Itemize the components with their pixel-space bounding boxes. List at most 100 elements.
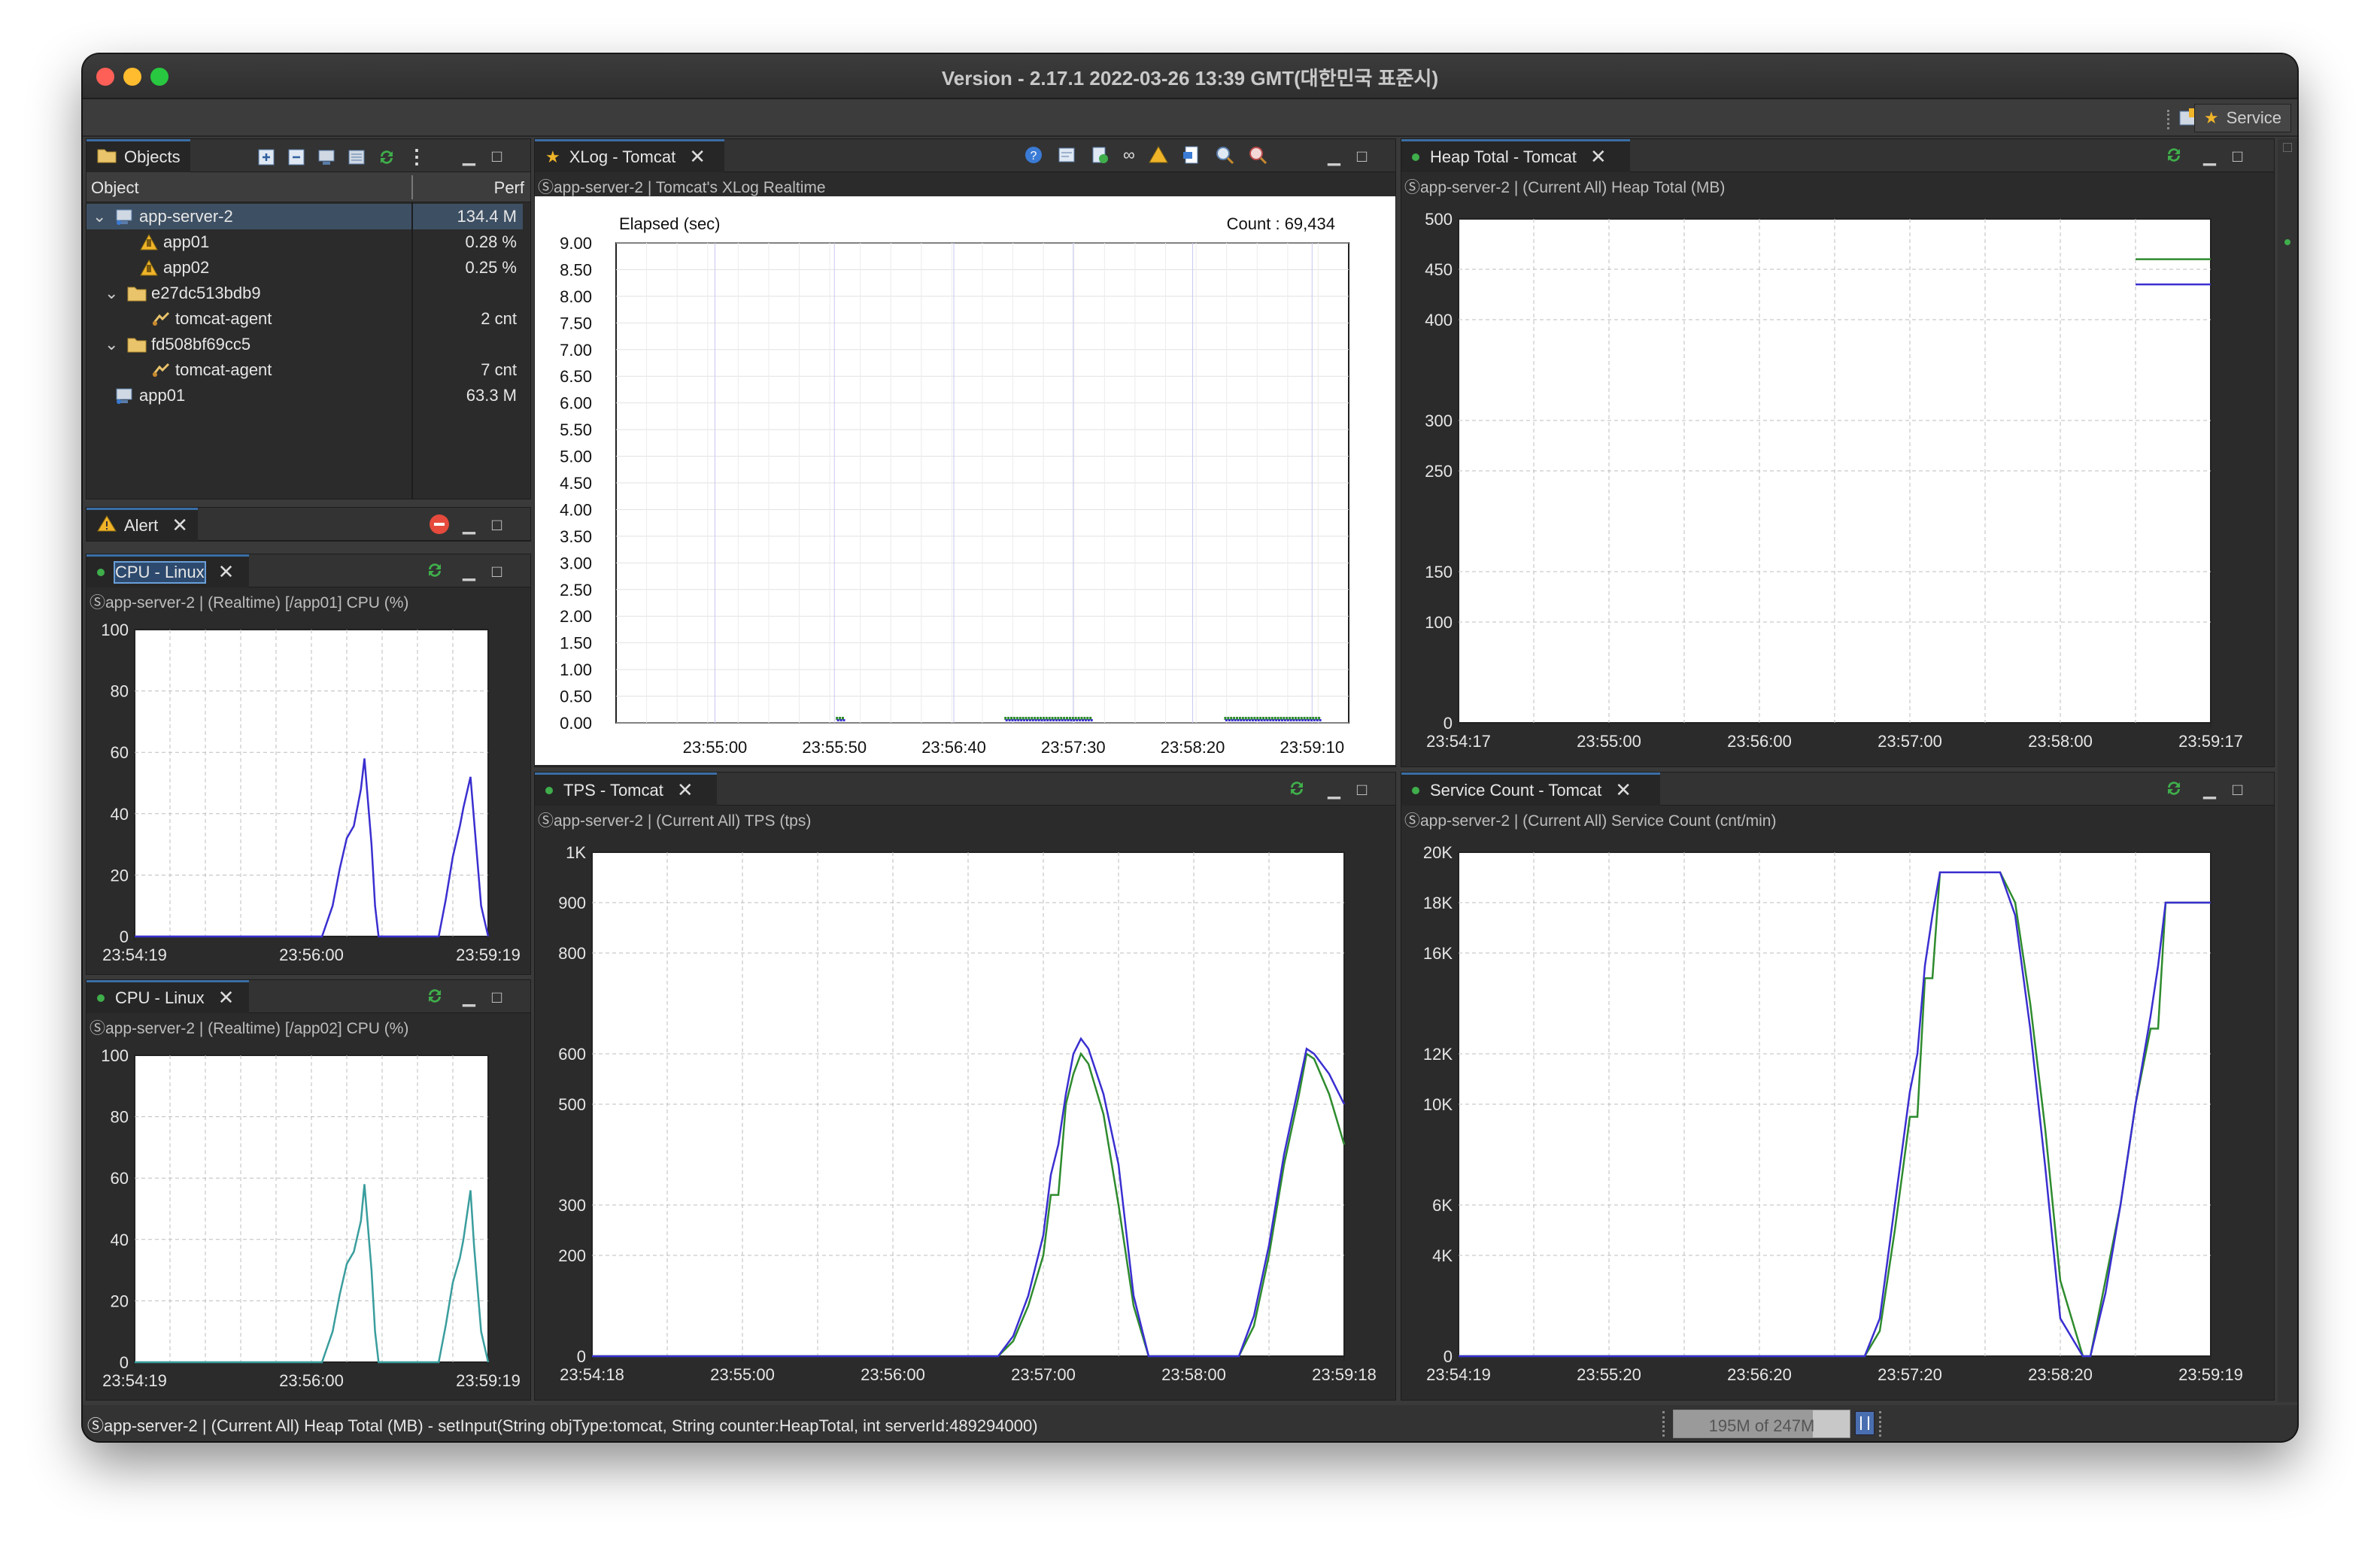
load-icon[interactable] <box>1090 145 1110 165</box>
close-tab-icon[interactable]: ✕ <box>217 560 235 583</box>
warning-icon[interactable] <box>1148 145 1168 165</box>
minimize-icon[interactable]: ▁ <box>2203 147 2216 165</box>
close-tab-icon[interactable]: ✕ <box>689 145 706 168</box>
minimize-icon[interactable]: ▁ <box>1328 147 1340 165</box>
tab-tps-tomcat[interactable]: TPS - Tomcat ✕ <box>535 772 717 806</box>
refresh-icon[interactable] <box>377 147 396 167</box>
close-tab-icon[interactable]: ✕ <box>172 514 189 536</box>
tab-cpu-linux-app01[interactable]: CPU - Linux ✕ <box>87 554 249 587</box>
y-tick-label: 40 <box>111 805 129 824</box>
expand-all-icon[interactable] <box>257 147 276 167</box>
document-icon[interactable] <box>1182 145 1201 165</box>
expand-arrow-icon[interactable]: ⌄ <box>105 335 119 354</box>
tab-heap-total-tomcat[interactable]: Heap Total - Tomcat ✕ <box>1401 139 1630 172</box>
refresh-icon[interactable] <box>2164 145 2184 165</box>
zoom-in-icon[interactable] <box>1215 145 1234 165</box>
tree-row[interactable]: ⌄ app-server-2 134.4 M <box>87 204 523 229</box>
tree-row[interactable]: app02 0.25 % <box>87 255 523 281</box>
restore-icon[interactable] <box>2283 143 2292 152</box>
maximize-icon[interactable]: □ <box>2232 780 2243 799</box>
close-tab-icon[interactable]: ✕ <box>676 779 694 801</box>
tab-alert[interactable]: Alert ✕ <box>87 508 198 541</box>
x-tick-label: 23:54:19 <box>102 945 167 964</box>
xlog-point <box>1318 717 1321 720</box>
tree-row[interactable]: tomcat-agent 7 cnt <box>87 357 523 383</box>
close-tab-icon[interactable]: ✕ <box>217 986 235 1009</box>
xlog-point <box>1028 717 1031 720</box>
zoom-window-button[interactable] <box>150 68 168 86</box>
tree-row[interactable]: app01 63.3 M <box>87 383 523 408</box>
maximize-icon[interactable]: □ <box>1356 147 1368 165</box>
xlog-point <box>1273 717 1277 720</box>
refresh-icon[interactable] <box>2164 779 2184 798</box>
column-divider[interactable] <box>411 175 413 199</box>
clear-alerts-icon[interactable] <box>430 514 449 534</box>
host-icon <box>116 388 132 404</box>
tab-cpu-linux-app02[interactable]: CPU - Linux ✕ <box>87 980 249 1013</box>
y-tick-label: 60 <box>111 743 129 762</box>
status-dot-icon <box>545 786 553 794</box>
tab-service-count-tomcat[interactable]: Service Count - Tomcat ✕ <box>1401 772 1660 806</box>
x-tick-label: 23:59:19 <box>456 945 521 964</box>
tree-row[interactable]: app01 0.28 % <box>87 229 523 255</box>
minimize-icon[interactable]: ▁ <box>463 147 475 165</box>
host-list-icon[interactable] <box>347 147 366 167</box>
refresh-icon[interactable] <box>1287 779 1307 798</box>
x-tick-label: 23:55:50 <box>802 738 867 757</box>
close-tab-icon[interactable]: ✕ <box>1615 779 1632 801</box>
maximize-icon[interactable]: □ <box>1356 780 1368 799</box>
y-tick-label: 0 <box>577 1347 586 1366</box>
xlog-point <box>1241 717 1244 720</box>
tab-objects[interactable]: Objects <box>87 139 190 172</box>
y-tick-label: 4.00 <box>560 500 592 519</box>
column-header-perf[interactable]: Perf <box>493 178 524 197</box>
close-window-button[interactable] <box>96 68 114 86</box>
refresh-icon[interactable] <box>425 560 445 580</box>
garbage-collect-icon[interactable] <box>1855 1411 1875 1435</box>
close-tab-icon[interactable]: ✕ <box>1589 145 1607 168</box>
link-icon[interactable]: ∞ <box>1123 145 1135 164</box>
minimize-icon[interactable]: ▁ <box>2203 780 2216 799</box>
minimize-icon[interactable]: ▁ <box>1328 780 1340 799</box>
xlog-point <box>1079 719 1082 721</box>
x-tick-label: 23:59:19 <box>456 1371 521 1390</box>
collapse-all-icon[interactable] <box>287 147 306 167</box>
view-menu-icon[interactable]: ⋮ <box>407 145 427 168</box>
tree-row[interactable]: ⌄ e27dc513bdb9 <box>87 281 523 306</box>
tree-row[interactable]: tomcat-agent 2 cnt <box>87 306 523 332</box>
tree-row-perf: 134.4 M <box>457 207 518 226</box>
column-header-object[interactable]: Object <box>91 178 139 197</box>
filter-icon[interactable] <box>1057 145 1076 165</box>
xlog-point <box>1023 719 1026 721</box>
expand-arrow-icon[interactable]: ⌄ <box>105 284 119 302</box>
xlog-point <box>1048 717 1051 720</box>
xlog-point <box>1249 719 1252 721</box>
expand-arrow-icon[interactable]: ⌄ <box>93 207 107 226</box>
xlog-point <box>1055 719 1058 721</box>
maximize-icon[interactable]: □ <box>491 515 502 534</box>
minimize-window-button[interactable] <box>123 68 141 86</box>
tree-row[interactable]: ⌄ fd508bf69cc5 <box>87 332 523 357</box>
heap-status-bar[interactable]: 195M of 247M <box>1673 1410 1850 1438</box>
y-tick-label: 3.00 <box>560 554 592 572</box>
refresh-icon[interactable] <box>425 986 445 1006</box>
maximize-icon[interactable]: □ <box>491 988 502 1006</box>
x-tick-label: 23:59:10 <box>1280 738 1344 757</box>
zoom-out-icon[interactable] <box>1248 145 1267 165</box>
y-tick-label: 40 <box>111 1231 129 1249</box>
maximize-icon[interactable]: □ <box>491 147 502 165</box>
status-dot-icon[interactable] <box>2284 239 2290 245</box>
minimize-icon[interactable]: ▁ <box>463 562 475 581</box>
maximize-icon[interactable]: □ <box>491 562 502 581</box>
minimize-icon[interactable]: ▁ <box>463 515 475 534</box>
chart-subtitle: Ⓢapp-server-2 | (Realtime) [/app02] CPU … <box>90 1020 409 1037</box>
minimize-icon[interactable]: ▁ <box>463 988 475 1006</box>
x-tick-label: 23:54:19 <box>102 1371 167 1390</box>
x-tick-label: 23:54:17 <box>1426 732 1491 751</box>
server-icon[interactable] <box>317 147 336 167</box>
perspective-service-button[interactable]: ★ Service <box>2193 104 2291 132</box>
tab-xlog-tomcat[interactable]: ★ XLog - Tomcat ✕ <box>535 139 724 172</box>
help-icon[interactable]: ? <box>1024 145 1043 165</box>
xlog-point <box>1237 719 1240 721</box>
maximize-icon[interactable]: □ <box>2232 147 2243 165</box>
